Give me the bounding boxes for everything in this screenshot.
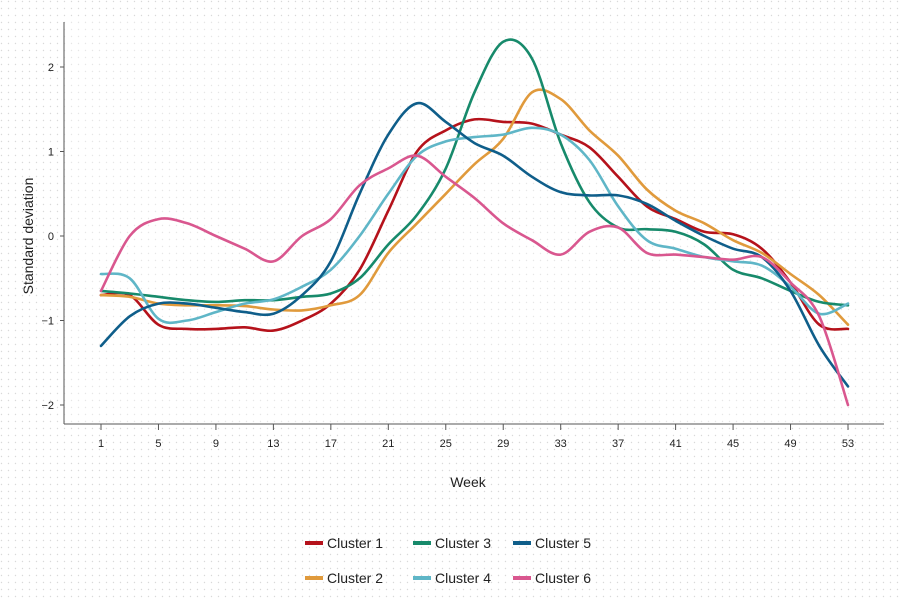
x-tick-label: 9 (213, 438, 219, 450)
legend-label: Cluster 3 (435, 535, 491, 551)
legend-label: Cluster 6 (535, 570, 591, 586)
legend-item-cluster-2: Cluster 2 (305, 570, 383, 586)
x-ticks: 1 5 9 13 17 21 25 29 33 37 41 45 49 53 (98, 424, 854, 450)
x-tick-label: 13 (267, 438, 279, 450)
legend: Cluster 1 Cluster 3 Cluster 5 Cluster 2 Clus… (305, 535, 591, 586)
y-tick-label: 1 (48, 147, 54, 159)
y-tick-label: 2 (48, 62, 54, 74)
y-tick-label: −2 (41, 400, 54, 412)
axes (63, 22, 884, 425)
x-axis-label: Week (450, 474, 487, 490)
legend-item-cluster-1: Cluster 1 (305, 535, 383, 551)
y-tick-label: −1 (41, 316, 54, 328)
x-tick-label: 41 (669, 438, 681, 450)
x-tick-label: 53 (842, 438, 854, 450)
y-ticks: 2 1 0 −1 −2 (41, 62, 64, 412)
legend-label: Cluster 1 (327, 535, 383, 551)
plot-background (64, 22, 884, 424)
x-tick-label: 17 (325, 438, 337, 450)
legend-item-cluster-4: Cluster 4 (413, 570, 491, 586)
x-tick-label: 49 (784, 438, 796, 450)
x-tick-label: 1 (98, 438, 104, 450)
legend-label: Cluster 2 (327, 570, 383, 586)
legend-item-cluster-3: Cluster 3 (413, 535, 491, 551)
series-lines (99, 38, 850, 407)
x-tick-label: 25 (440, 438, 452, 450)
x-tick-label: 45 (727, 438, 739, 450)
x-tick-label: 37 (612, 438, 624, 450)
legend-item-cluster-5: Cluster 5 (513, 535, 591, 551)
series-line-cluster-6 (99, 154, 850, 407)
x-tick-label: 21 (382, 438, 394, 450)
legend-item-cluster-6: Cluster 6 (513, 570, 591, 586)
x-tick-label: 29 (497, 438, 509, 450)
x-tick-label: 5 (155, 438, 161, 450)
y-axis-label: Standard deviation (20, 178, 36, 295)
y-tick-label: 0 (48, 231, 54, 243)
series-line-cluster-2 (99, 88, 850, 326)
legend-label: Cluster 4 (435, 570, 491, 586)
series-line-cluster-5 (99, 101, 850, 388)
x-tick-label: 33 (555, 438, 567, 450)
series-line-cluster-1 (99, 117, 850, 333)
legend-label: Cluster 5 (535, 535, 591, 551)
